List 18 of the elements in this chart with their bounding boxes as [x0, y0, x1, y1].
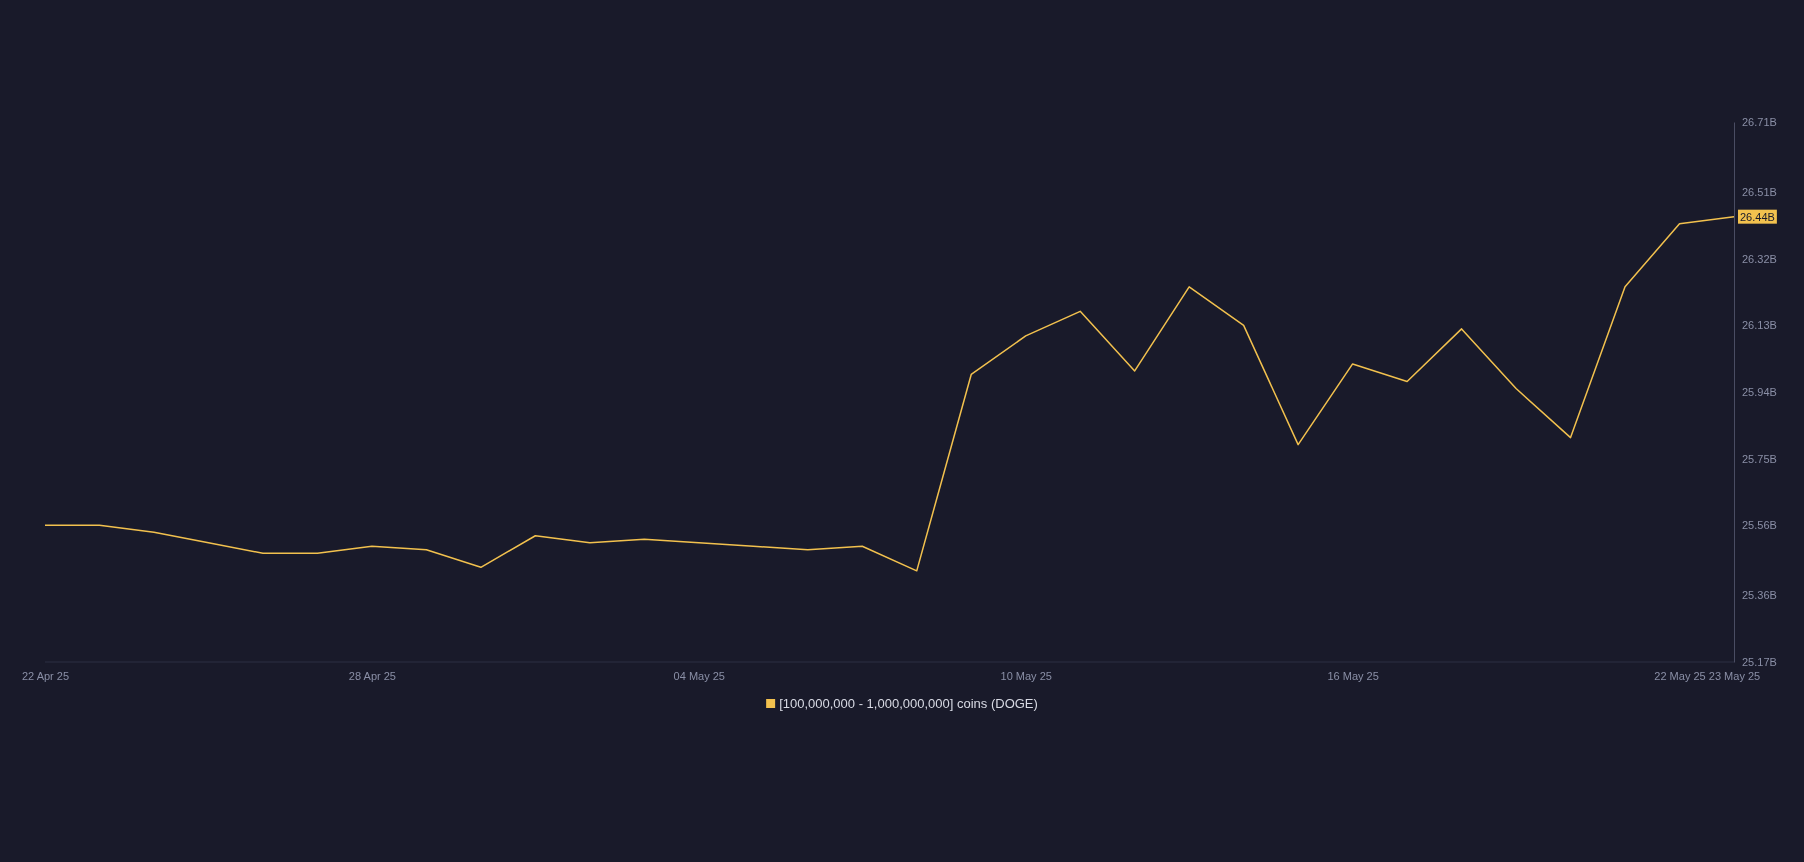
x-tick-label: 16 May 25	[1327, 669, 1379, 682]
y-tick-label: 26.13B	[1742, 319, 1777, 332]
x-tick-label: 10 May 25	[1000, 669, 1052, 682]
y-tick-label: 25.17B	[1742, 656, 1777, 669]
y-tick-label: 25.94B	[1742, 386, 1777, 399]
y-tick-label: 26.71B	[1742, 116, 1777, 129]
y-tick-label: 25.36B	[1742, 589, 1777, 602]
x-tick-label: 04 May 25	[673, 669, 725, 682]
y-tick-label: 26.32B	[1742, 252, 1777, 265]
x-tick-label: 28 Apr 25	[348, 669, 396, 682]
x-tick-label: 23 May 25	[1708, 669, 1761, 682]
x-tick-label: 22 May 25	[1654, 669, 1706, 682]
line-series	[44, 215, 1735, 572]
y-tick-label: 25.56B	[1742, 519, 1777, 532]
y-tick-label: 25.75B	[1742, 452, 1777, 465]
x-tick-label: 22 Apr 25	[21, 669, 70, 682]
legend-label: [100,000,000 - 1,000,000,000] coins (DOGE)	[779, 696, 1038, 711]
y-tick-label: 26.51B	[1742, 186, 1777, 199]
